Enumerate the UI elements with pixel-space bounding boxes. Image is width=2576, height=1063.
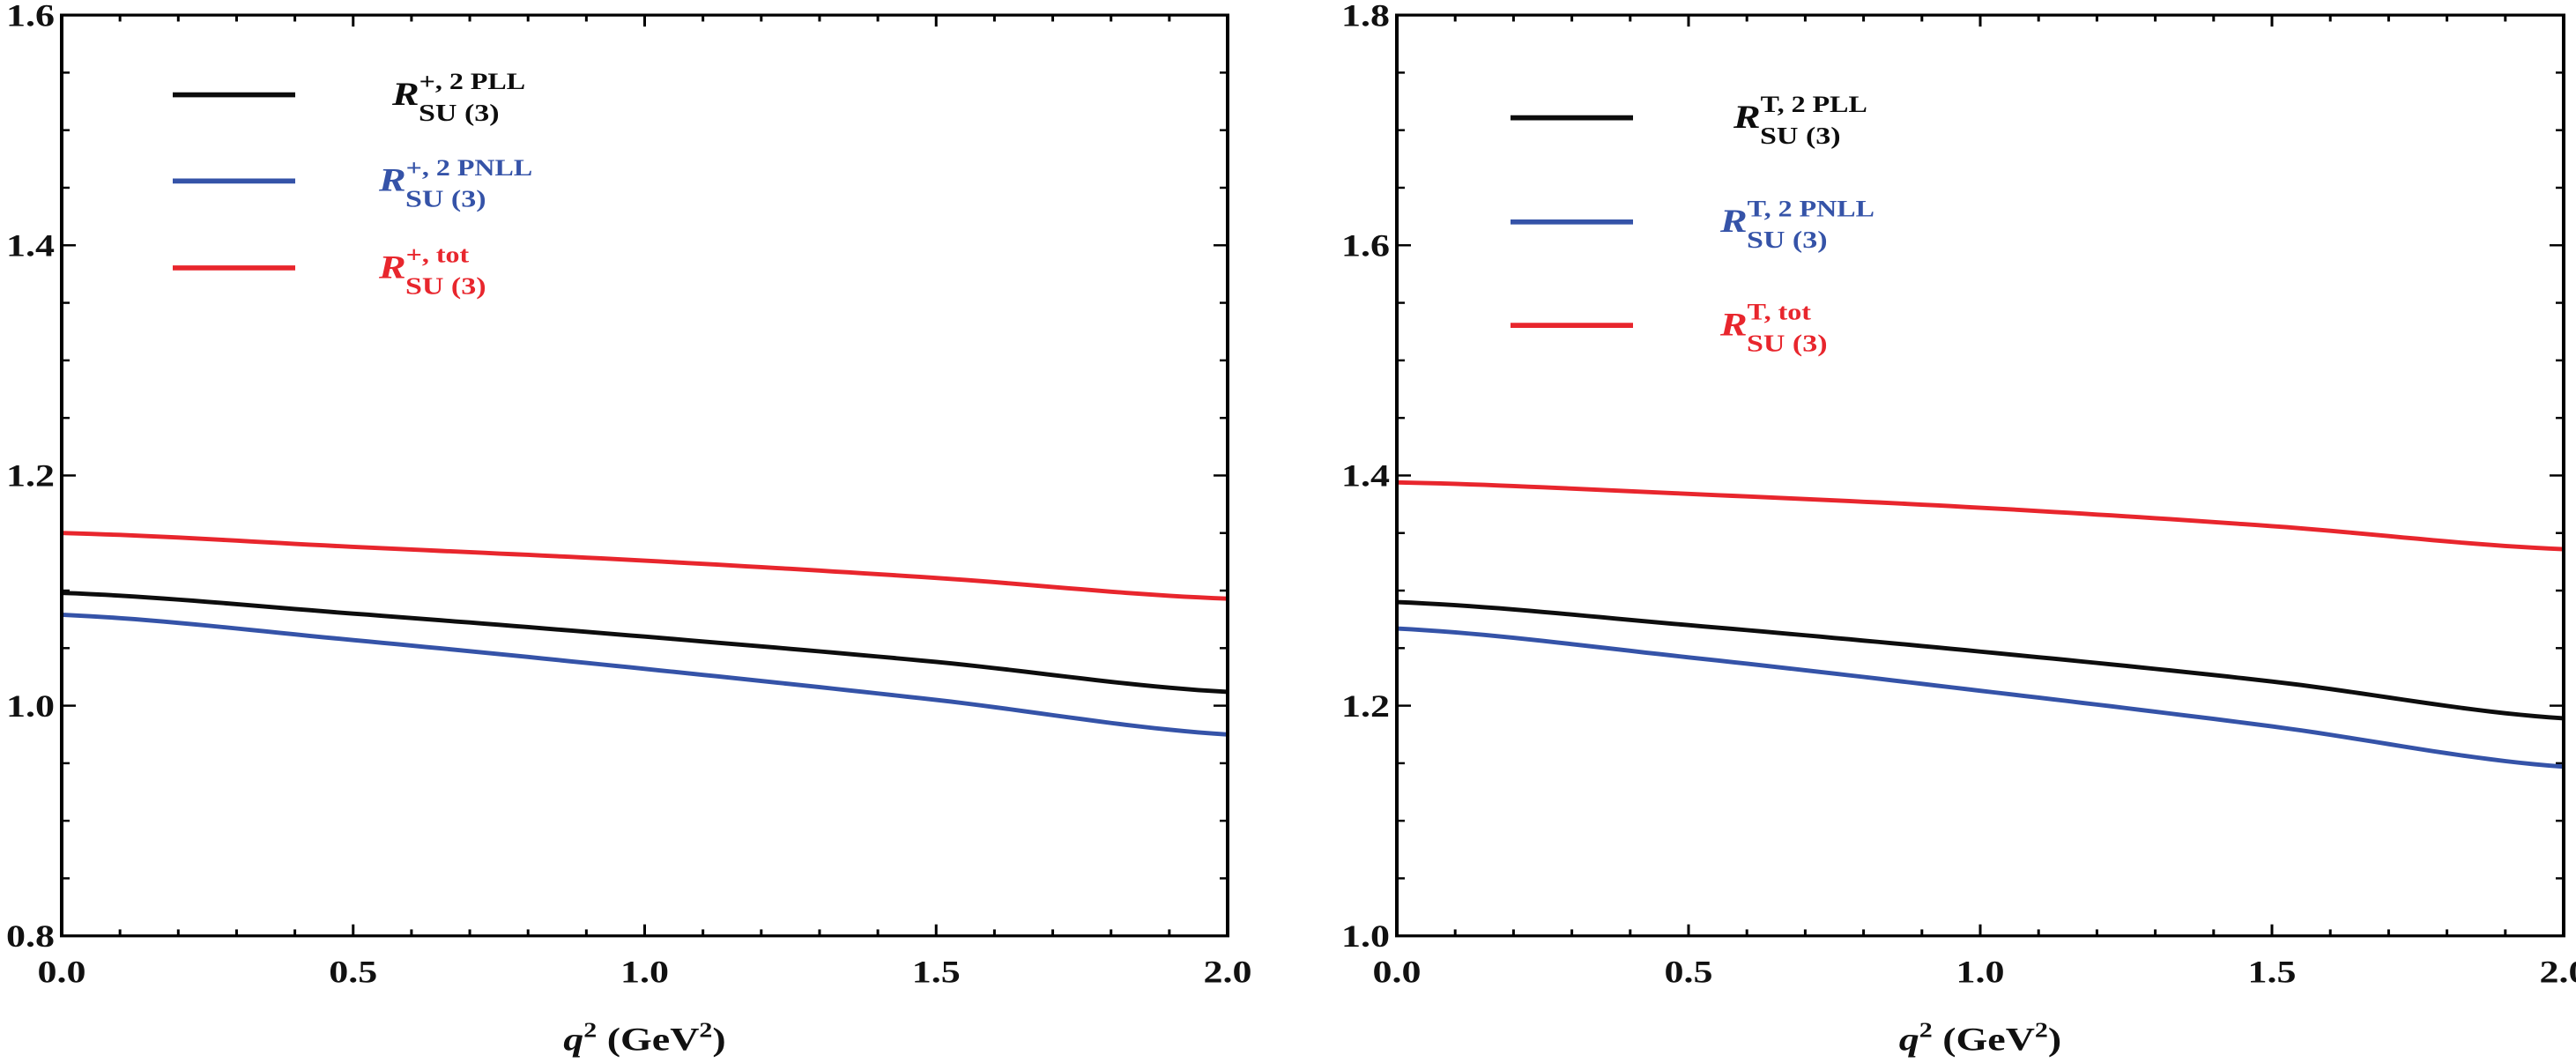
y-tick-label: 1.4 <box>6 227 55 263</box>
x-tick-label: 0.5 <box>1665 955 1713 990</box>
x-tick-label: 0.0 <box>38 955 86 990</box>
x-tick-label: 1.0 <box>620 955 669 990</box>
x-tick-label: 0.5 <box>329 955 377 990</box>
x-tick-label: 1.5 <box>2248 955 2297 990</box>
chart-panel-1: R+, 2 PLL SU (3)R+, 2 PNLL SU (3)R+, tot SU… <box>6 0 1251 1058</box>
legend-label-1: R+, 2 PLL SU (3) <box>391 70 525 126</box>
series-line-2 <box>1396 626 2565 769</box>
y-tick-label: 1.6 <box>6 0 55 33</box>
legend-main: R <box>378 249 406 286</box>
legend-sub: SU (3) <box>1747 329 1828 356</box>
ticks <box>60 13 1229 937</box>
legend-main: R <box>1733 100 1761 136</box>
x-label-unit: (GeV <box>1933 1022 2035 1058</box>
legend-label-2: R+, 2 PNLL SU (3) <box>378 155 532 212</box>
x-label-var-sup: 2 <box>583 1018 597 1042</box>
x-label-var: q <box>1899 1022 1919 1058</box>
legend-sup: +, 2 PLL <box>419 70 525 95</box>
ticks <box>1395 13 2565 937</box>
y-tick-label: 1.2 <box>6 458 55 494</box>
legend-sub: SU (3) <box>405 271 486 299</box>
x-label-var-sup: 2 <box>1919 1018 1933 1042</box>
y-tick-label: 1.6 <box>1341 227 1390 263</box>
y-tick-label: 1.0 <box>6 688 55 724</box>
chart-panel-2: RT, 2 PLL SU (3)RT, 2 PNLL SU (3)RT, tot SU… <box>1341 0 2576 1058</box>
x-tick-label: 2.0 <box>2540 955 2576 990</box>
legend-sub: SU (3) <box>419 99 500 126</box>
legend-sub: SU (3) <box>1760 122 1841 149</box>
legend-sup: T, tot <box>1748 300 1812 325</box>
series-line-1 <box>1396 599 2565 721</box>
legend-sup: T, 2 PNLL <box>1748 197 1874 222</box>
x-axis-label: q2 (GeV2) <box>563 1018 726 1058</box>
x-label-unit-sup: 2 <box>2035 1018 2048 1042</box>
x-tick-label: 2.0 <box>1204 955 1252 990</box>
x-label-var: q <box>563 1022 583 1058</box>
legend-main: R <box>1719 204 1748 240</box>
legend-sup: +, tot <box>406 242 470 268</box>
x-label-unit: (GeV <box>597 1022 699 1058</box>
y-tick-label: 1.8 <box>1341 0 1390 33</box>
x-axis-label: q2 (GeV2) <box>1899 1018 2062 1058</box>
legend-label-3: RT, tot SU (3) <box>1719 300 1828 356</box>
legend-label-3: R+, tot SU (3) <box>378 242 486 299</box>
y-tick-label: 1.4 <box>1341 458 1390 494</box>
plot-frame <box>1395 13 2565 938</box>
legend-main: R <box>378 163 406 199</box>
legend-label-2: RT, 2 PNLL SU (3) <box>1719 197 1874 253</box>
y-tick-label: 1.2 <box>1341 688 1390 724</box>
legend-main: R <box>1719 307 1748 343</box>
y-tick-label: 1.0 <box>1341 918 1390 954</box>
y-tick-label: 0.8 <box>6 918 55 954</box>
legend-sup: +, 2 PNLL <box>406 155 532 181</box>
series-line-1 <box>61 591 1229 695</box>
series-line-3 <box>61 531 1229 601</box>
series-line-2 <box>61 613 1229 737</box>
legend-sub: SU (3) <box>405 185 486 212</box>
x-tick-label: 0.0 <box>1373 955 1422 990</box>
x-tick-label: 1.5 <box>912 955 961 990</box>
legend-sup: T, 2 PLL <box>1761 93 1867 118</box>
x-label-close: ) <box>2048 1022 2061 1058</box>
x-label-close: ) <box>712 1022 725 1058</box>
plot-frame <box>60 13 1229 938</box>
x-label-unit-sup: 2 <box>699 1018 712 1042</box>
legend-sub: SU (3) <box>1747 226 1828 253</box>
series-line-3 <box>1396 479 2565 552</box>
legend-main: R <box>391 77 419 113</box>
x-tick-label: 1.0 <box>1956 955 2005 990</box>
legend-label-1: RT, 2 PLL SU (3) <box>1733 93 1867 149</box>
